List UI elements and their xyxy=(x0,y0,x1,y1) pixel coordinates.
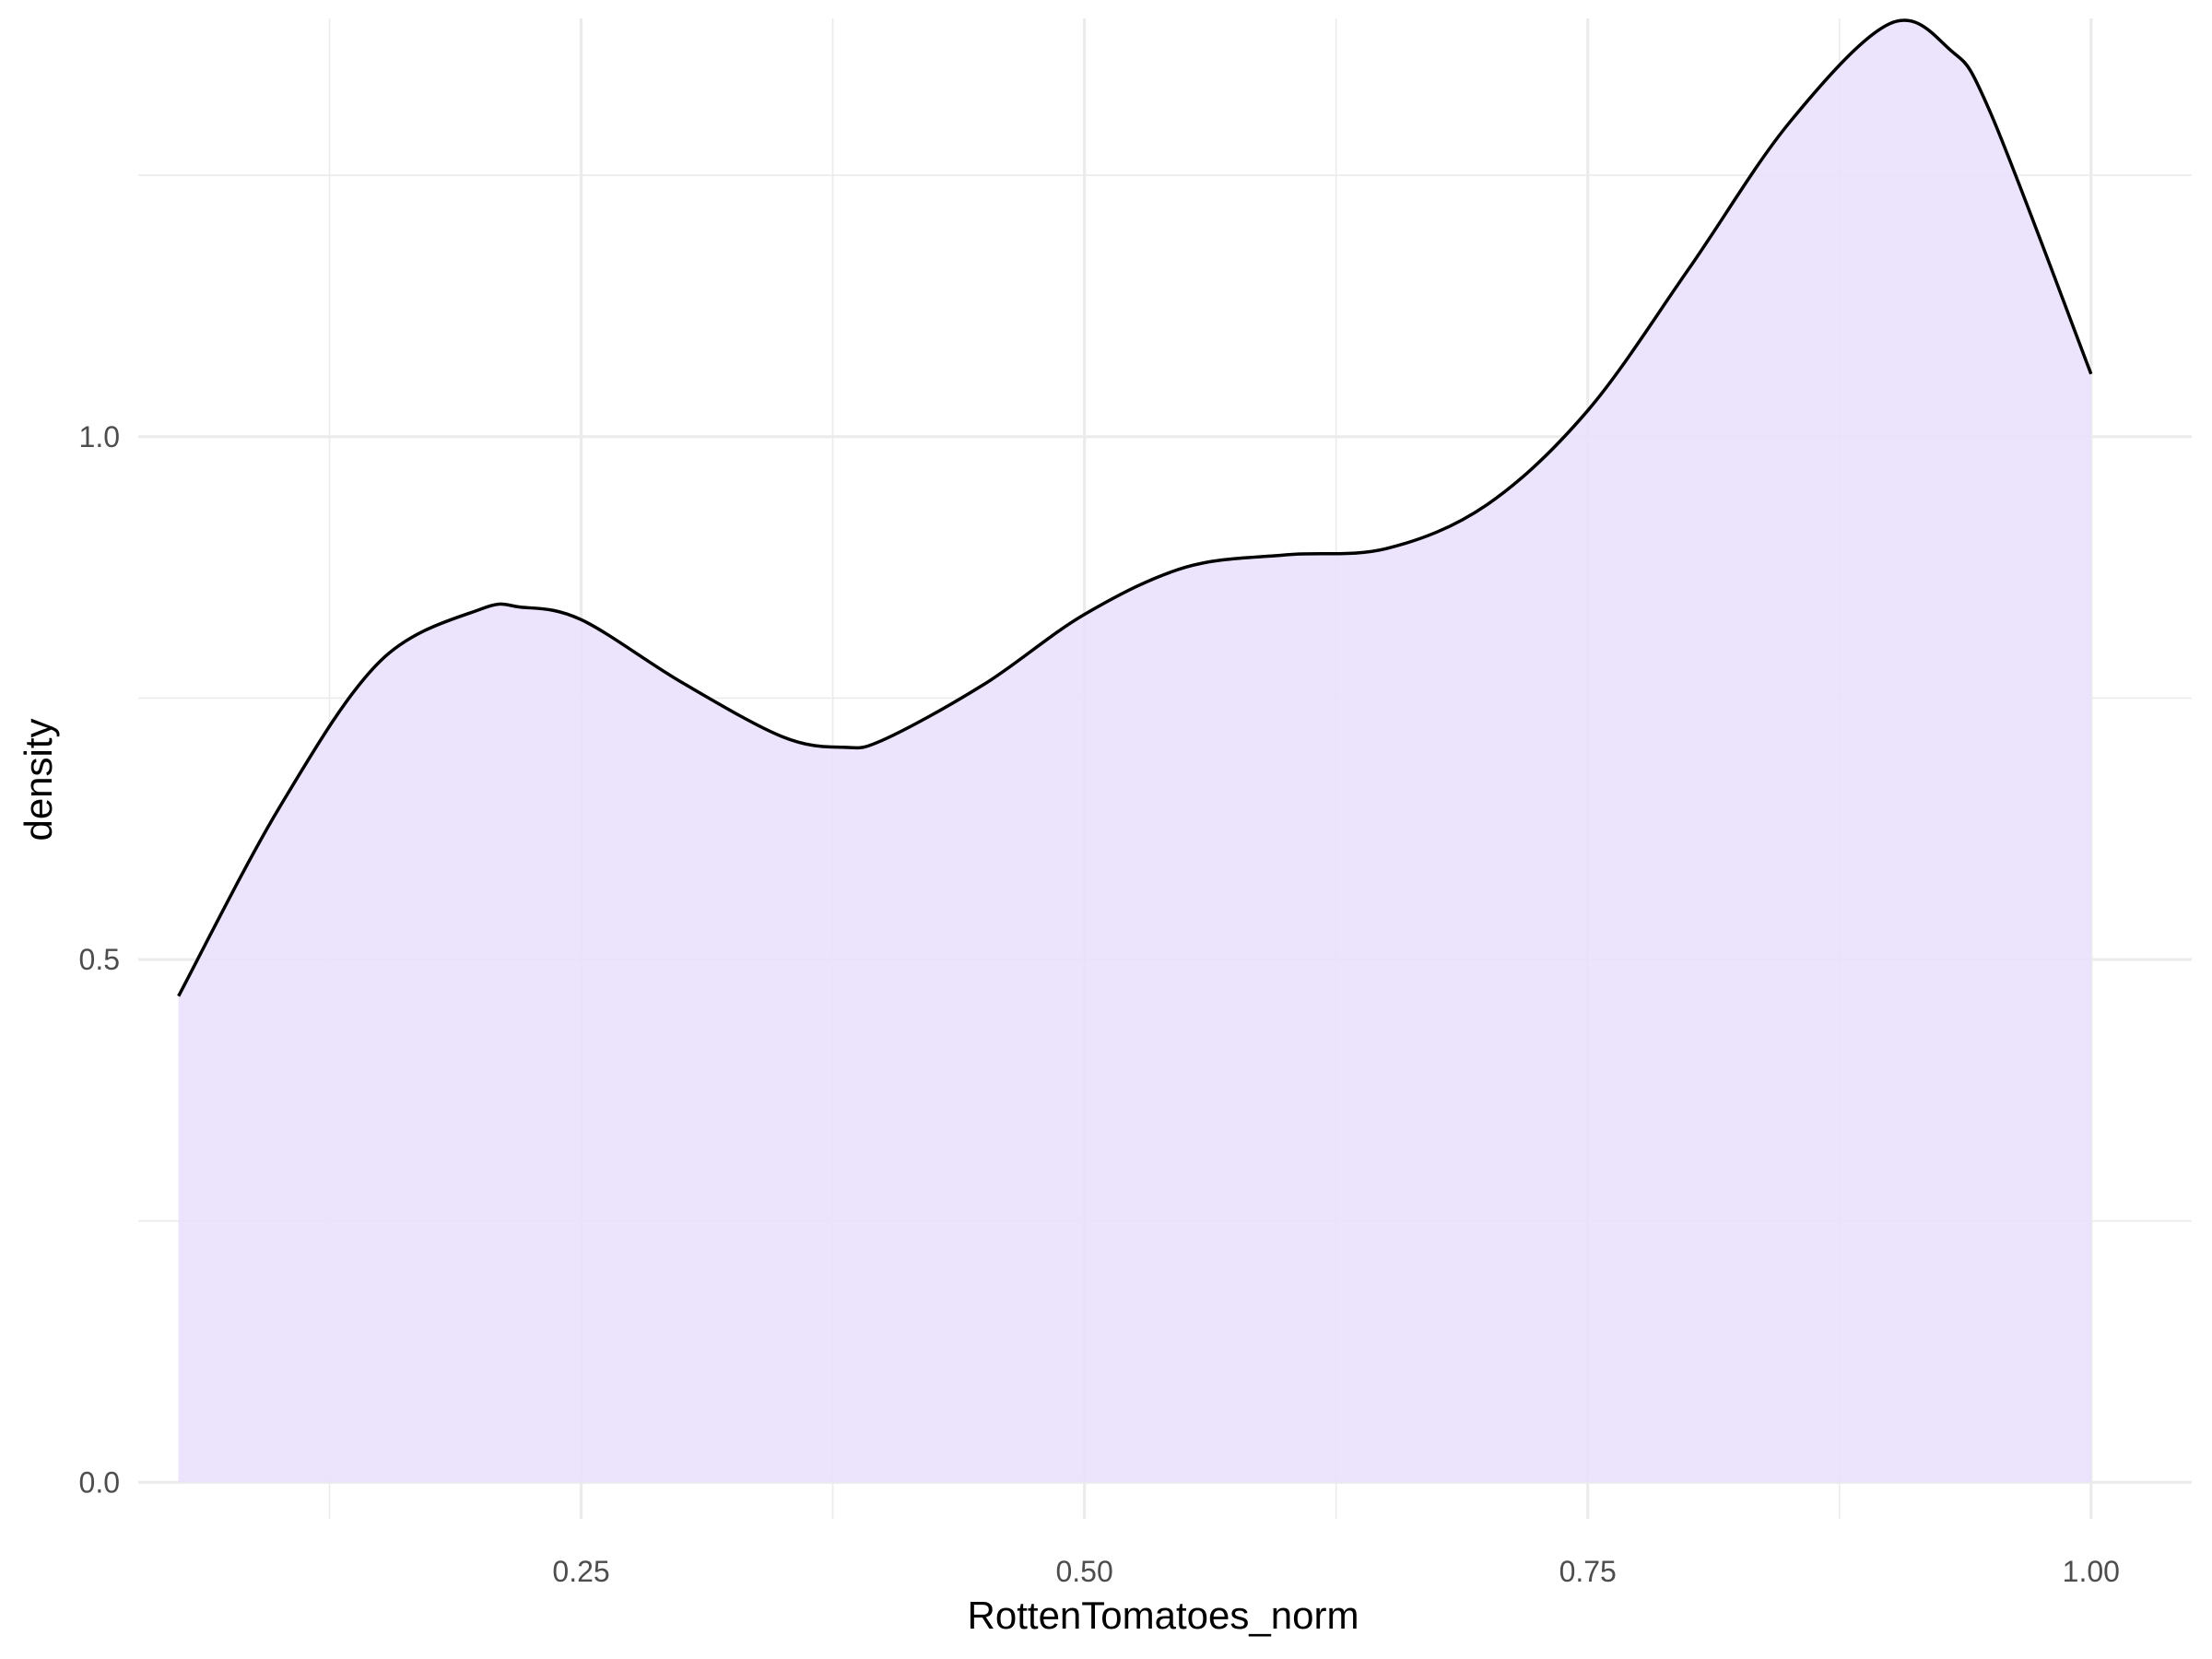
y-tick-label: 0.5 xyxy=(79,943,120,976)
x-tick-label: 1.00 xyxy=(2063,1555,2120,1588)
density-fill xyxy=(178,19,2091,1483)
x-tick-label: 0.25 xyxy=(552,1555,609,1588)
x-axis-title: RottenTomatoes_norm xyxy=(968,1594,1359,1637)
y-tick-label: 1.0 xyxy=(79,420,120,453)
density-area xyxy=(177,18,2093,1483)
y-tick-label: 0.0 xyxy=(79,1465,120,1499)
x-tick-label: 0.50 xyxy=(1055,1555,1112,1588)
x-tick-label: 0.75 xyxy=(1559,1555,1617,1588)
density-line xyxy=(177,18,2093,997)
y-axis-title: density xyxy=(17,718,60,841)
tick-labels: 0.25 0.50 0.75 1.00 0.0 0.5 1.0 xyxy=(79,420,2120,1588)
